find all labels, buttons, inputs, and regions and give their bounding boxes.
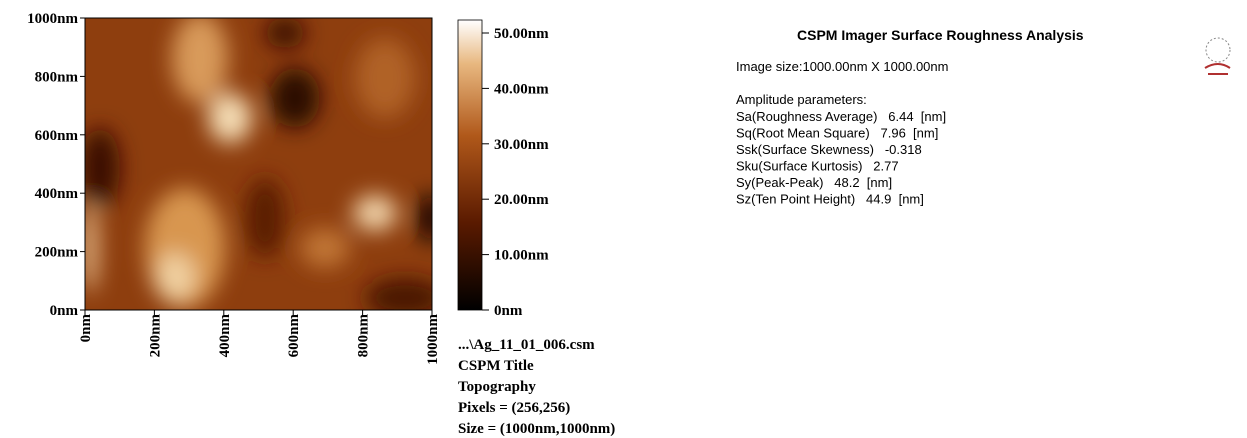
image-size: Image size:1000.00nm X 1000.00nm — [736, 59, 948, 74]
colorbar — [457, 19, 483, 311]
y-tick-label: 200nm — [35, 245, 79, 261]
logo — [1204, 37, 1231, 75]
parameter: Ssk(Surface Skewness) -0.318 — [736, 142, 922, 157]
x-tick-label: 1000nm — [425, 314, 441, 365]
colorbar-label: 40.00nm — [494, 81, 549, 97]
topography-image — [85, 18, 432, 310]
y-tick-label: 800nm — [35, 69, 79, 85]
parameter: Sy(Peak-Peak) 48.2 [nm] — [736, 175, 892, 190]
info-line: CSPM Title — [458, 358, 534, 374]
y-tick-label: 0nm — [50, 303, 79, 319]
parameter: Sq(Root Mean Square) 7.96 [nm] — [736, 126, 938, 141]
y-tick-label: 400nm — [35, 186, 79, 202]
y-tick-label: 600nm — [35, 128, 79, 144]
y-tick-label: 1000nm — [27, 11, 78, 27]
colorbar-label: 30.00nm — [494, 137, 549, 153]
x-tick-label: 600nm — [286, 314, 302, 358]
x-tick-label: 200nm — [147, 314, 163, 358]
info-line: Pixels = (256,256) — [458, 400, 570, 416]
parameter: Sku(Surface Kurtosis) 2.77 — [736, 159, 899, 174]
colorbar-label: 50.00nm — [494, 26, 549, 42]
analysis-title: CSPM Imager Surface Roughness Analysis — [797, 27, 1084, 43]
info-line: Size = (1000nm,1000nm) — [458, 421, 615, 437]
x-tick-label: 800nm — [356, 314, 372, 358]
x-tick-label: 0nm — [78, 314, 94, 343]
section-label: Amplitude parameters: — [736, 92, 867, 107]
info-line: ...\Ag_11_01_006.csm — [458, 337, 595, 353]
parameter: Sa(Roughness Average) 6.44 [nm] — [736, 109, 946, 124]
colorbar-label: 20.00nm — [494, 192, 549, 208]
parameter: Sz(Ten Point Height) 44.9 [nm] — [736, 192, 924, 207]
info-line: Topography — [458, 379, 536, 395]
colorbar-label: 0nm — [494, 303, 523, 319]
x-tick-label: 400nm — [217, 314, 233, 358]
colorbar-label: 10.00nm — [494, 248, 549, 264]
image-frame — [84, 17, 433, 311]
